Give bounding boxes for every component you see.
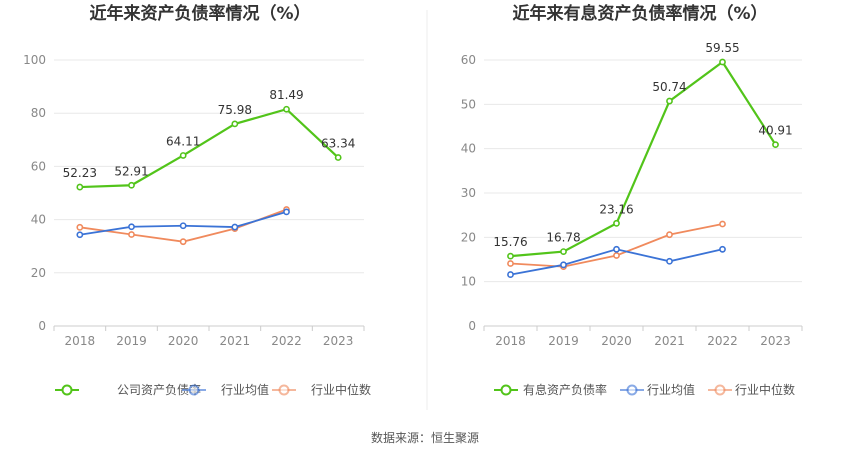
- x-tick-label: 2020: [168, 334, 199, 348]
- chart-title: 近年来资产负债率情况（%）: [89, 3, 310, 24]
- data-point: [560, 261, 567, 269]
- data-label: 52.91: [114, 164, 148, 178]
- data-point: [507, 271, 514, 278]
- data-point: [613, 245, 620, 253]
- data-label: 81.49: [269, 88, 303, 102]
- chart-title: 近年来有息资产负债率情况（%）: [512, 3, 767, 24]
- data-point: [613, 252, 620, 259]
- legend-marker-icon: [61, 384, 73, 396]
- data-label: 15.76: [493, 235, 527, 249]
- data-point: [507, 260, 514, 267]
- x-tick-label: 2018: [65, 334, 96, 348]
- series-line: [510, 223, 723, 268]
- data-point: [666, 97, 673, 105]
- chart-panel-debt-ratio: 近年来资产负债率情况（%） 0 20 40 60 80 100 2018 2019 2020 202…: [23, 3, 371, 397]
- legend-marker-icon: [714, 384, 726, 396]
- data-point: [76, 223, 84, 231]
- data-label: 52.23: [63, 166, 97, 180]
- legend-label: 行业均值: [647, 382, 695, 397]
- y-tick-label: 60: [461, 53, 476, 67]
- series-line: [510, 60, 777, 258]
- source-note: 数据来源：恒生聚源: [371, 430, 479, 445]
- data-point: [76, 183, 84, 191]
- legend-label: 行业中位数: [311, 382, 371, 397]
- legend-label: 行业中位数: [735, 382, 795, 397]
- data-label: 40.91: [758, 124, 792, 138]
- data-point: [719, 58, 726, 66]
- data-label: 64.11: [166, 134, 200, 148]
- y-tick-label: 80: [31, 106, 46, 120]
- data-point: [666, 231, 673, 239]
- y-tick-label: 0: [468, 319, 476, 333]
- data-point: [179, 222, 187, 230]
- y-tick-label: 50: [461, 97, 476, 111]
- data-label: 75.98: [218, 103, 252, 117]
- y-tick-label: 40: [461, 142, 476, 156]
- data-point: [179, 238, 187, 246]
- x-tick-label: 2018: [495, 334, 526, 348]
- legend-label: 行业均值: [221, 382, 269, 397]
- data-point: [128, 181, 135, 189]
- data-label: 23.16: [599, 202, 633, 216]
- data-point: [719, 220, 726, 228]
- data-point: [334, 154, 342, 161]
- y-tick-label: 20: [461, 230, 476, 244]
- data-label: 63.34: [321, 137, 355, 151]
- data-label: 16.78: [546, 231, 580, 245]
- x-tick-label: 2019: [116, 334, 147, 348]
- series-line: [79, 108, 339, 189]
- data-point: [76, 231, 84, 239]
- data-label: 59.55: [705, 41, 739, 55]
- legend-marker-icon: [278, 384, 290, 396]
- x-tick-label: 2022: [271, 334, 302, 348]
- data-point: [283, 208, 290, 216]
- data-point: [666, 257, 673, 265]
- x-tick-label: 2019: [548, 334, 579, 348]
- y-tick-label: 0: [38, 319, 46, 333]
- legend-label: 公司资产负债率: [117, 382, 201, 397]
- data-point: [231, 120, 239, 128]
- legend-marker-icon: [500, 384, 512, 396]
- legend-label: 有息资产负债率: [523, 382, 607, 397]
- x-tick-label: 2020: [601, 334, 632, 348]
- data-point: [283, 105, 290, 113]
- y-tick-label: 10: [461, 275, 476, 289]
- data-point: [560, 248, 567, 256]
- y-tick-label: 40: [31, 213, 46, 227]
- chart-panel-interest-debt-ratio: 近年来有息资产负债率情况（%） 0 10 20 30 40 50 60 2018 2019 2020…: [461, 3, 803, 397]
- y-tick-label: 30: [461, 186, 476, 200]
- data-point: [128, 231, 135, 238]
- x-tick-label: 2021: [220, 334, 251, 348]
- legend-marker-icon: [626, 384, 638, 396]
- x-tick-label: 2021: [654, 334, 685, 348]
- y-tick-label: 60: [31, 159, 46, 173]
- x-tick-label: 2023: [323, 334, 354, 348]
- data-point: [613, 219, 620, 227]
- x-tick-label: 2023: [760, 334, 791, 348]
- data-point: [128, 223, 135, 231]
- data-point: [507, 252, 514, 260]
- data-point: [179, 152, 187, 159]
- y-tick-label: 20: [31, 266, 46, 280]
- data-point: [772, 141, 779, 149]
- x-tick-label: 2022: [707, 334, 738, 348]
- data-label: 50.74: [652, 80, 686, 94]
- y-tick-label: 100: [23, 53, 46, 67]
- data-point: [231, 223, 239, 231]
- legend-marker-icon: [188, 384, 200, 396]
- data-point: [719, 245, 726, 253]
